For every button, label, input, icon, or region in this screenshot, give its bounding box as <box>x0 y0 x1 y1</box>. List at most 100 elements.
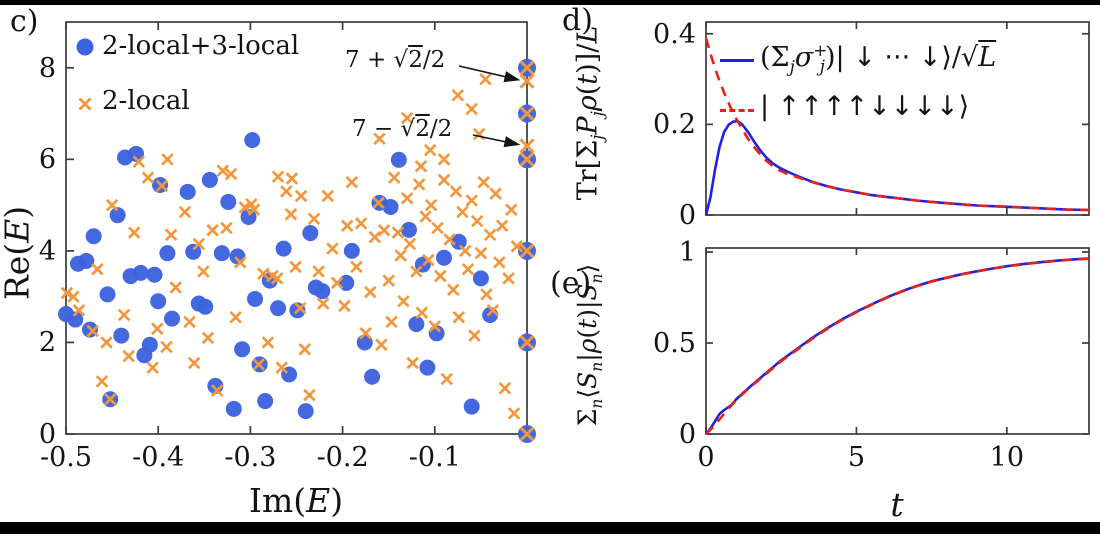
scatter-point-x <box>261 336 275 349</box>
scatter-point-x <box>368 230 382 244</box>
x-tick-label: -0.4 <box>132 442 185 473</box>
scatter-point-x <box>285 172 299 185</box>
scatter-point-circle <box>197 298 214 315</box>
plot-data <box>58 37 1090 443</box>
scatter-point-x <box>187 356 201 370</box>
scatter-point-x <box>502 272 515 285</box>
scatter-point-x <box>60 286 74 300</box>
scatter-point-circle <box>408 316 425 333</box>
scatter-point-x <box>252 358 265 371</box>
scatter-point-x <box>424 198 438 212</box>
scatter-point-circle <box>338 274 355 291</box>
scatter-point-circle <box>78 252 95 269</box>
x-tick-label: -0.5 <box>39 442 93 473</box>
scatter-point-x <box>519 73 535 89</box>
panel-c-xaxis-title: Im(E) <box>248 481 344 520</box>
scatter-point-x <box>489 187 502 200</box>
scatter-point-x <box>350 260 363 274</box>
scatter-point-x <box>220 221 233 235</box>
y-tick-label: 2 <box>38 327 56 359</box>
scatter-point-x <box>72 304 86 317</box>
panel-d-label: d) <box>562 3 593 38</box>
scatter-point-x <box>443 233 456 246</box>
scatter-point-x <box>483 228 497 242</box>
scatter-point-x <box>229 311 242 324</box>
scatter-point-x <box>303 388 316 402</box>
scatter-point-x <box>391 226 405 239</box>
scatter-point-x <box>354 217 368 230</box>
scatter-point-x <box>316 297 330 310</box>
scatter-point-circle <box>67 311 84 328</box>
scatter-point-circle <box>220 193 237 210</box>
y-tick-label: 4 <box>38 235 56 267</box>
scatter-point-circle <box>159 245 176 262</box>
scatter-point-x <box>293 301 307 315</box>
scatter-point-x <box>465 102 478 116</box>
scatter-point-x <box>519 138 535 154</box>
x-tick-label: 0 <box>697 442 715 473</box>
scatter-point-circle <box>302 225 319 242</box>
scatter-point-circle <box>247 290 264 307</box>
scatter-point-x <box>117 308 131 322</box>
scatter-point-x <box>372 196 385 210</box>
scatter-point-x <box>465 194 478 207</box>
scatter-point-circle <box>297 403 314 420</box>
scatter-point-x <box>479 72 492 86</box>
scatter-point-x <box>100 336 113 349</box>
legend-x-marker <box>78 97 92 111</box>
scatter-point-x <box>519 426 535 442</box>
scatter-point-x <box>105 198 119 212</box>
scatter-point-x <box>234 256 247 269</box>
scatter-point-circle <box>419 359 436 376</box>
scatter-point-x <box>284 208 298 221</box>
scatter-point-x <box>375 338 388 351</box>
scatter-point-x <box>440 372 454 386</box>
scatter-point-x <box>474 246 488 260</box>
scatter-point-circle <box>109 207 126 224</box>
scatter-point-x <box>397 294 410 308</box>
scatter-point-x <box>468 329 481 342</box>
scatter-point-x <box>224 167 238 181</box>
scatter-point-x <box>519 105 535 122</box>
scatter-point-circle <box>146 266 163 283</box>
scatter-point-x <box>271 170 285 183</box>
scatter-point-x <box>340 219 354 232</box>
plot-box-e <box>705 247 1090 435</box>
scatter-point-circle <box>185 243 202 260</box>
scatter-point-circle <box>234 341 251 358</box>
scatter-point-x <box>461 262 475 276</box>
scatter-point-x <box>326 242 339 255</box>
y-tick-label: 0 <box>678 200 696 231</box>
scatter-point-circle <box>244 132 261 149</box>
x-tick-label: -0.2 <box>316 442 369 473</box>
scatter-point-x <box>423 143 437 157</box>
scatter-point-x <box>122 349 135 363</box>
scatter-point-x <box>364 285 377 299</box>
scatter-point-x <box>498 381 512 395</box>
annotation-arrow <box>458 65 521 83</box>
scatter-point-circle <box>436 249 453 266</box>
scatter-point-x <box>210 384 224 397</box>
scatter-point-circle <box>275 240 292 257</box>
scatter-point-x <box>480 288 493 301</box>
scatter-point-x <box>91 262 104 276</box>
scatter-point-x <box>422 253 435 267</box>
legend-item-spin-raising-state: (Σjσ+j)| ↓ ··· ↓⟩/√L <box>760 40 997 77</box>
scatter-point-x <box>294 189 308 203</box>
scatter-point-x <box>127 226 141 239</box>
y-tick-label: 1 <box>678 237 696 268</box>
scatter-point-x <box>437 153 451 166</box>
scatter-point-x <box>400 191 414 205</box>
scatter-point-x <box>451 88 465 102</box>
scatter-point-x <box>298 343 312 356</box>
scatter-point-x <box>437 173 451 187</box>
scatter-point-x <box>415 306 429 319</box>
scatter-point-x <box>387 171 401 184</box>
scatter-point-x <box>403 237 417 251</box>
scatter-point-circle <box>179 183 196 200</box>
y-tick-label: 6 <box>38 144 56 176</box>
scatter-point-x <box>141 171 155 184</box>
scatter-point-x <box>495 219 509 232</box>
scatter-point-x <box>151 322 164 335</box>
